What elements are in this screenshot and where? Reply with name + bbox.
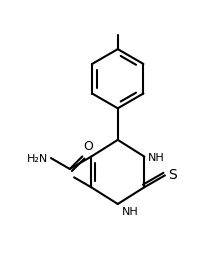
Text: NH: NH [121,207,138,217]
Text: S: S [167,168,176,182]
Text: H₂N: H₂N [27,154,48,164]
Text: O: O [83,140,93,153]
Text: NH: NH [148,153,164,163]
